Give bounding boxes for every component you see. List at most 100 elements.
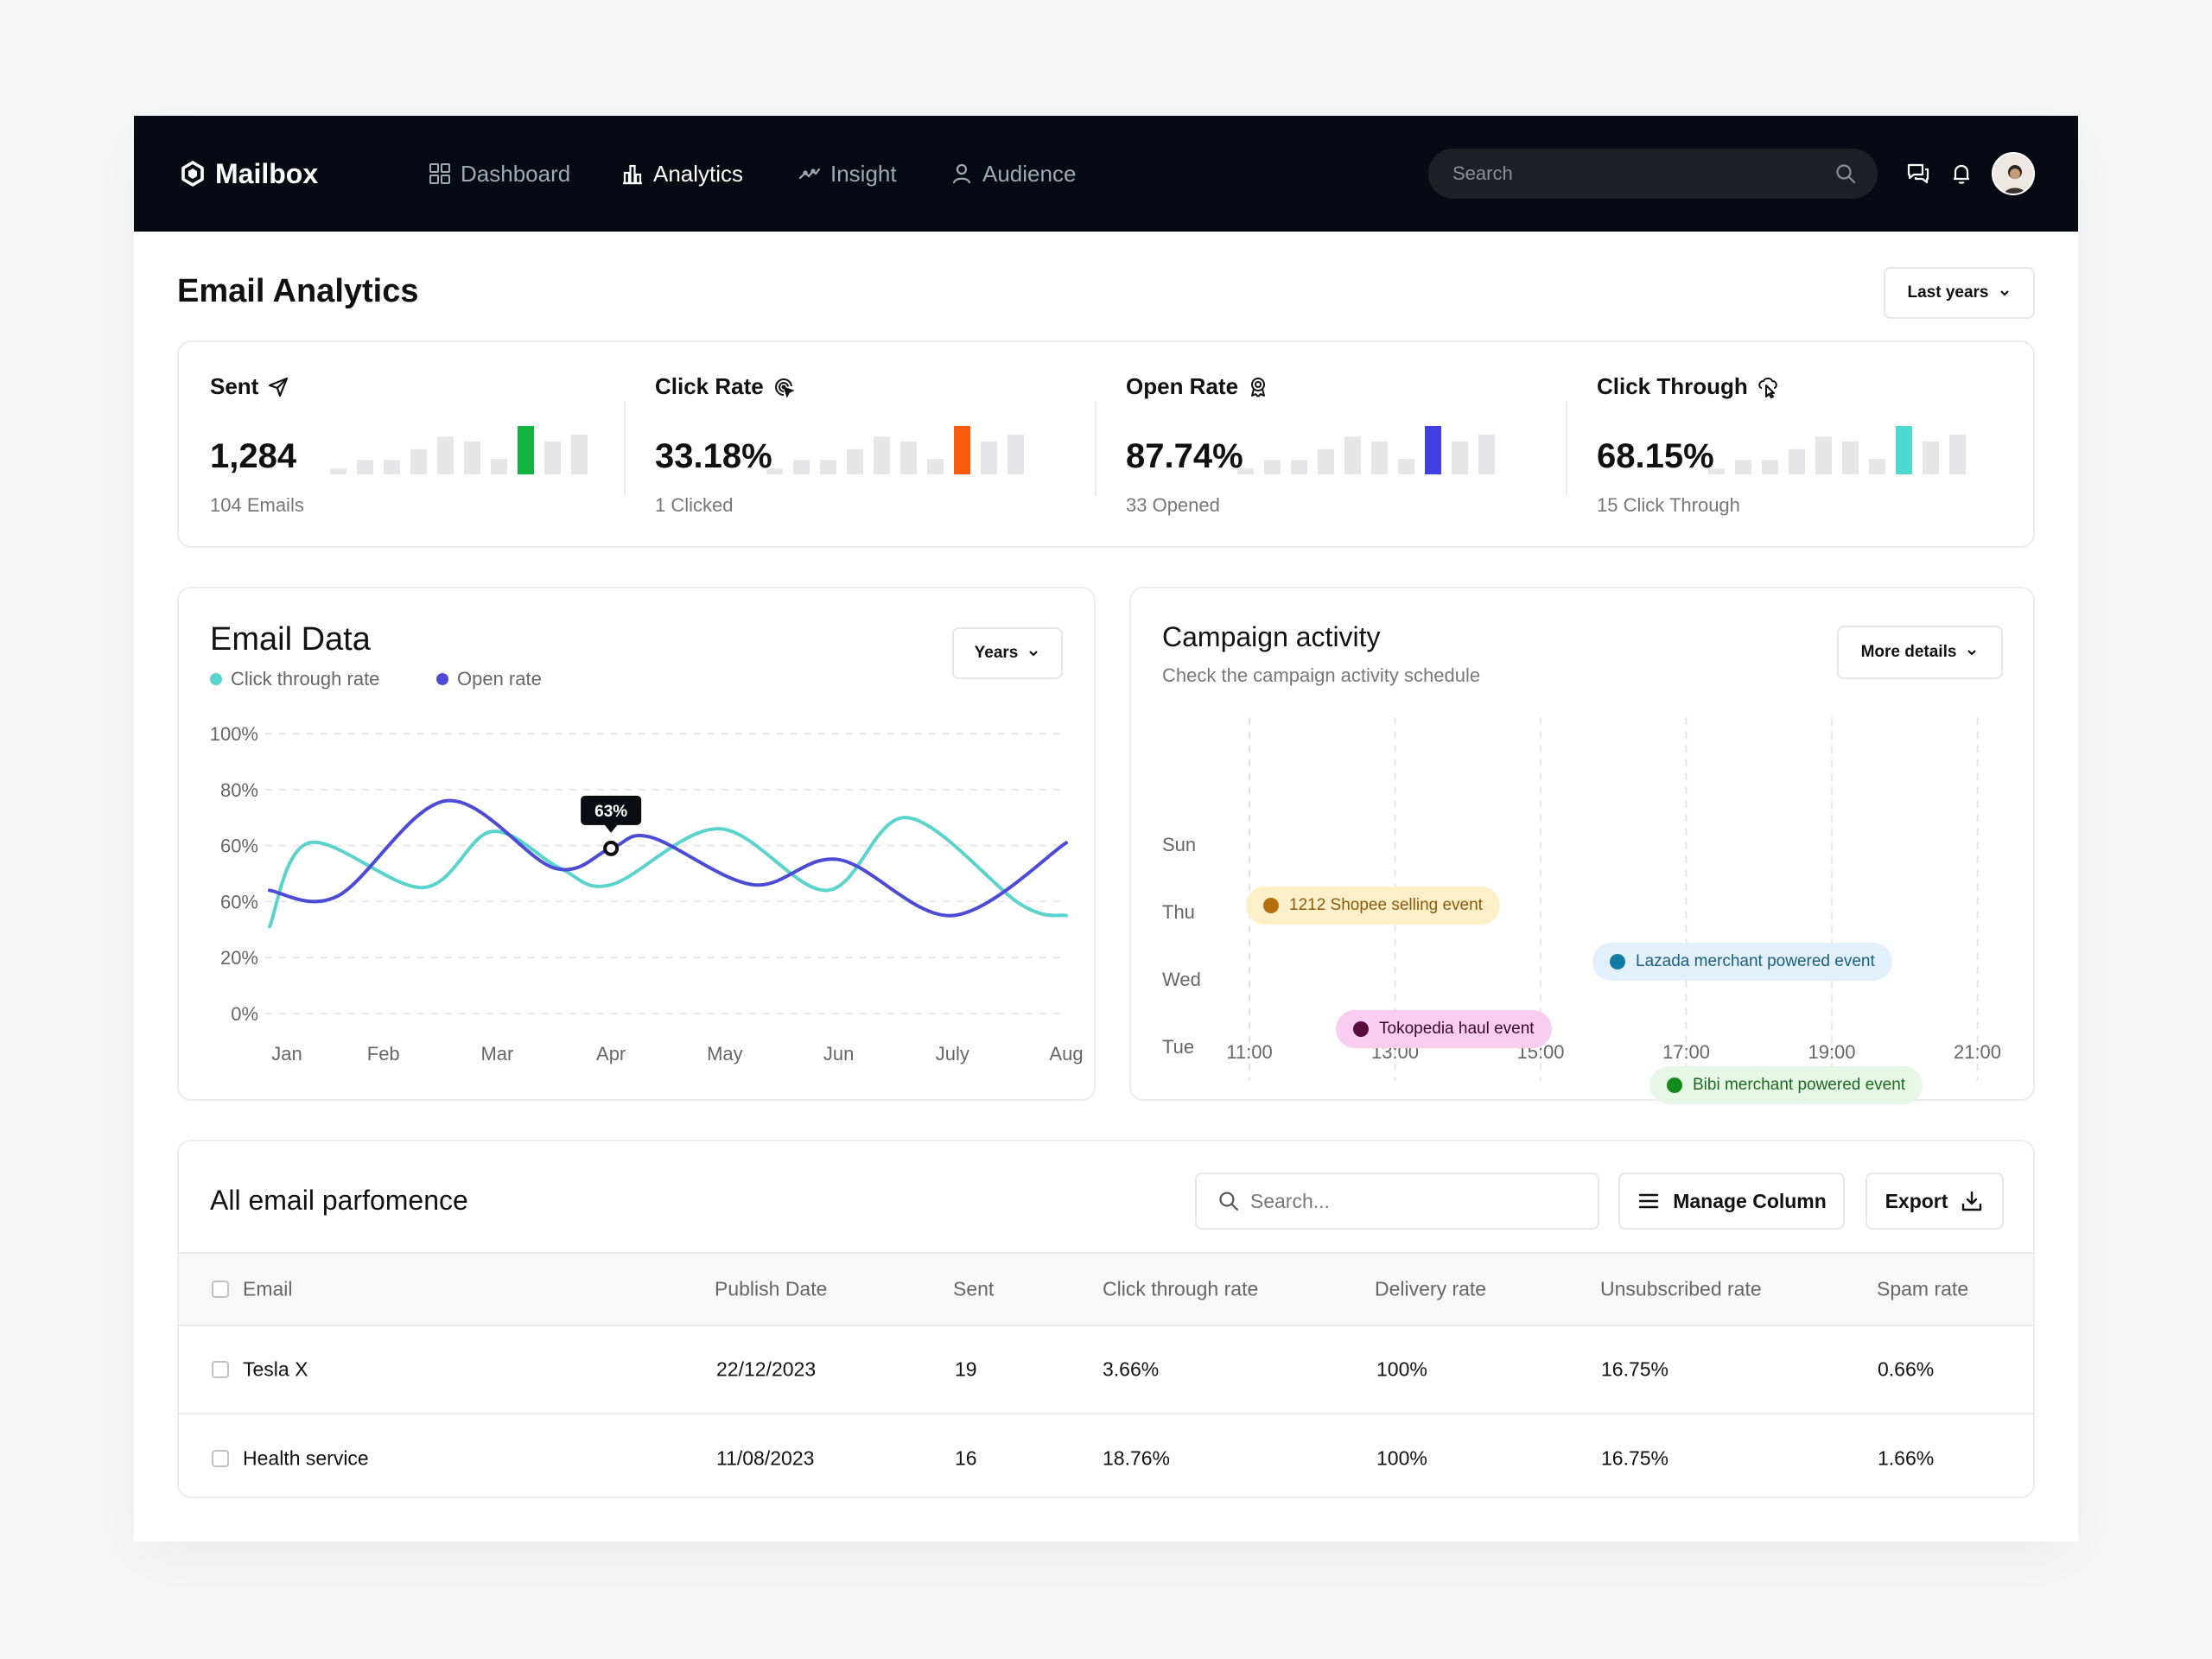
- sparkline-bar: [491, 459, 507, 474]
- mailbox-logo-icon: [181, 161, 204, 187]
- chat-icon[interactable]: [1905, 161, 1931, 187]
- table-search[interactable]: [1195, 1173, 1599, 1230]
- cell-sent: 16: [955, 1446, 977, 1470]
- stat-click-through: Click Through 68.15% 15 Click Through: [1566, 342, 2037, 550]
- sparkline-bar: [1237, 468, 1254, 474]
- select-all-checkbox[interactable]: [212, 1281, 229, 1298]
- bell-icon[interactable]: [1948, 161, 1974, 187]
- divider: [624, 401, 626, 496]
- event-dot: [1353, 1021, 1369, 1037]
- user-avatar[interactable]: [1992, 152, 2035, 195]
- column-header-publish-date[interactable]: Publish Date: [715, 1277, 828, 1300]
- more-details-button[interactable]: More details: [1837, 626, 2003, 679]
- sparkline-bar: [1318, 448, 1334, 474]
- row-checkbox[interactable]: [212, 1450, 229, 1467]
- stats-card: Sent 1,284 104 Emails Click Rate 33.18% …: [177, 340, 2035, 548]
- table-title: All email parfomence: [210, 1185, 468, 1216]
- cell-delivery-rate: 100%: [1376, 1446, 1427, 1470]
- stat-subtext: 15 Click Through: [1597, 494, 1740, 516]
- table-header: Email Publish Date Sent Click through ra…: [179, 1252, 2033, 1326]
- menu-icon: [1638, 1193, 1659, 1209]
- years-dropdown[interactable]: Years: [952, 627, 1063, 679]
- nav-dashboard[interactable]: Dashboard: [428, 157, 570, 190]
- stat-title-label: Click Through: [1597, 373, 1748, 399]
- y-tick-label: 100%: [210, 723, 258, 745]
- stat-title-label: Click Rate: [655, 373, 764, 399]
- cell-email: Health service: [243, 1446, 369, 1470]
- sparkline-bar: [1789, 448, 1805, 474]
- nav-analytics[interactable]: Analytics: [620, 157, 743, 190]
- stat-click-rate: Click Rate 33.18% 1 Clicked: [624, 342, 1095, 550]
- stat-title: Click Rate: [655, 373, 795, 400]
- cell-click-through-rate: 18.76%: [1103, 1446, 1171, 1470]
- y-tick-label: 60%: [220, 836, 258, 857]
- export-label: Export: [1885, 1189, 1948, 1212]
- sparkline-bar: [1371, 441, 1388, 474]
- stat-subtext: 104 Emails: [210, 494, 304, 516]
- table-search-input[interactable]: [1249, 1189, 1577, 1213]
- period-dropdown[interactable]: Last years: [1884, 267, 2035, 319]
- email-data-card: Email Data Click through rate Open rate …: [177, 587, 1096, 1101]
- time-label: 21:00: [1954, 1041, 2001, 1063]
- y-tick-label: 80%: [220, 779, 258, 801]
- sparkline-bar: [1842, 441, 1859, 474]
- download-icon: [1962, 1191, 1982, 1211]
- row-checkbox[interactable]: [212, 1361, 229, 1378]
- sparkline-bar: [1762, 460, 1778, 474]
- nav-label: Analytics: [653, 160, 744, 187]
- y-tick-label: 20%: [220, 947, 258, 969]
- column-header-delivery-rate[interactable]: Delivery rate: [1375, 1277, 1487, 1300]
- sparkline-bar: [900, 441, 917, 474]
- nav-audience[interactable]: Audience: [950, 157, 1076, 190]
- sparkline-bar-highlight: [1896, 426, 1912, 474]
- top-navigation: Mailbox Dashboard Analytics Insight: [134, 116, 2078, 232]
- highlight-point[interactable]: [603, 840, 620, 856]
- manage-column-button[interactable]: Manage Column: [1618, 1173, 1845, 1230]
- sparkline-bar: [1735, 460, 1751, 474]
- stat-value: 68.15%: [1597, 437, 1714, 475]
- column-header-sent[interactable]: Sent: [953, 1277, 995, 1300]
- column-header-email[interactable]: Email: [243, 1277, 293, 1300]
- column-header-spam-rate[interactable]: Spam rate: [1877, 1277, 1969, 1300]
- series-line-click-through-rate: [268, 816, 1068, 929]
- cell-unsubscribed-rate: 16.75%: [1601, 1446, 1669, 1470]
- event-lazada[interactable]: Lazada merchant powered event: [1592, 943, 1892, 981]
- stat-title: Open Rate: [1126, 373, 1269, 400]
- y-tick-label: 0%: [231, 1003, 258, 1025]
- day-label: Tue: [1162, 1036, 1194, 1058]
- avatar-image: [1993, 154, 2033, 194]
- search-icon[interactable]: [1834, 162, 1857, 185]
- column-header-click-through-rate[interactable]: Click through rate: [1103, 1277, 1259, 1300]
- event-bibi[interactable]: Bibi merchant powered event: [1649, 1066, 1923, 1104]
- table-row[interactable]: Health service 11/08/2023 16 18.76% 100%…: [179, 1414, 2033, 1497]
- cell-click-through-rate: 3.66%: [1103, 1357, 1160, 1381]
- chevron-down-icon: [1029, 651, 1039, 657]
- search-input[interactable]: [1452, 162, 1834, 185]
- stat-title-label: Open Rate: [1126, 373, 1239, 399]
- years-dropdown-label: Years: [974, 644, 1019, 662]
- cursor-click-icon: [1758, 377, 1777, 398]
- sparkline-bar: [571, 435, 588, 474]
- sparkline-bar: [766, 468, 783, 474]
- table-row[interactable]: Tesla X 22/12/2023 19 3.66% 100% 16.75% …: [179, 1326, 2033, 1414]
- sparkline-bar: [464, 441, 480, 474]
- logo[interactable]: Mailbox: [179, 157, 318, 190]
- nav-label: Audience: [982, 160, 1077, 187]
- global-search[interactable]: [1428, 149, 1878, 199]
- tooltip-box: [581, 795, 642, 825]
- sparkline-bar: [927, 459, 944, 474]
- nav-label: Insight: [830, 160, 897, 187]
- export-button[interactable]: Export: [1866, 1173, 2004, 1230]
- sparkline-bars: [330, 426, 588, 474]
- event-dot: [1610, 954, 1625, 969]
- sparkline-bar: [1478, 435, 1495, 474]
- sparkline-bar: [1344, 436, 1361, 474]
- event-tokopedia[interactable]: Tokopedia haul event: [1336, 1010, 1552, 1048]
- email-performance-card: All email parfomence Manage Column Expor…: [177, 1140, 2035, 1498]
- sparkline-bar: [410, 448, 427, 474]
- event-shopee[interactable]: 1212 Shopee selling event: [1246, 887, 1500, 925]
- time-label: 17:00: [1662, 1041, 1710, 1063]
- sparkline-bar: [1398, 459, 1414, 474]
- column-header-unsubscribed-rate[interactable]: Unsubscribed rate: [1600, 1277, 1762, 1300]
- nav-insight[interactable]: Insight: [798, 157, 897, 190]
